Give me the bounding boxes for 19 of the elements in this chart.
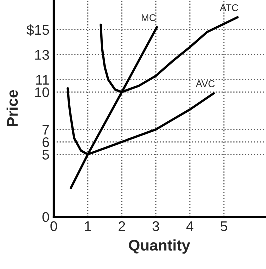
x-tick-label: 5 <box>220 222 228 232</box>
x-tick-label: 1 <box>85 222 92 232</box>
y-tick-label: $15 <box>26 24 50 36</box>
x-axis-title: Quantity <box>129 240 190 254</box>
y-tick-label: 13 <box>35 50 50 60</box>
y-tick-label: 5 <box>42 150 50 160</box>
y-tick-label: 6 <box>42 138 50 148</box>
series-label: AVC <box>196 80 215 88</box>
y-tick-label: 0 <box>42 212 50 222</box>
x-tick-label: 3 <box>152 222 160 232</box>
y-tick-label: 7 <box>42 125 50 135</box>
y-tick-label: 10 <box>35 88 50 98</box>
series-label: MC <box>142 14 156 22</box>
y-tick-label: 11 <box>36 75 50 85</box>
series-label: ATC <box>220 4 238 12</box>
x-tick-label: 4 <box>186 222 194 232</box>
y-axis-title: Price <box>6 90 18 126</box>
x-tick-label: 2 <box>118 222 126 232</box>
x-tick-label: 0 <box>50 222 58 232</box>
